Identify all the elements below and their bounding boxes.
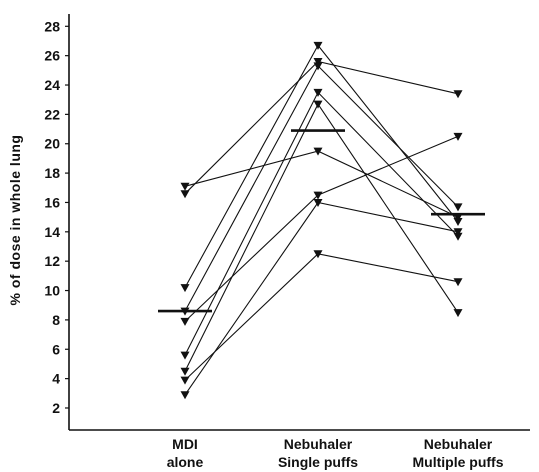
data-point-marker [453, 309, 463, 318]
data-point-marker [453, 232, 463, 241]
data-point-marker [180, 190, 190, 199]
y-tick-label: 24 [44, 77, 60, 93]
x-category-labels: MDI alone Nebuhaler Single puffs Nebuhaler Mu… [167, 436, 504, 470]
data-point-marker [453, 203, 463, 212]
data-point-marker [453, 132, 463, 141]
data-point-marker [453, 218, 463, 226]
y-tick-label: 22 [44, 106, 60, 122]
data-point-marker [180, 284, 190, 293]
data-point-marker [313, 41, 323, 50]
y-tick-label: 20 [44, 136, 60, 152]
series-line [184, 135, 459, 322]
x-category-label-line2: Single puffs [278, 454, 358, 470]
series-line [184, 253, 459, 381]
series-line [184, 103, 459, 372]
data-point-marker [180, 182, 190, 191]
x-category-label-line1: Nebuhaler [424, 436, 493, 452]
y-tick-label: 8 [52, 312, 60, 328]
y-tick-label: 6 [52, 341, 60, 357]
y-tick-label: 18 [44, 165, 60, 181]
y-tick-label: 2 [52, 400, 60, 416]
series-lines [184, 44, 459, 396]
data-point-marker [180, 391, 190, 400]
data-point-marker [180, 317, 190, 326]
data-point-marker [313, 199, 323, 207]
data-point-marker [313, 88, 323, 97]
series-line [184, 201, 459, 396]
data-point-marker [453, 278, 463, 287]
data-point-marker [180, 307, 190, 316]
data-point-marker [313, 62, 323, 71]
y-tick-label: 26 [44, 48, 60, 64]
data-point-marker [453, 228, 463, 237]
y-axis-label: % of dose in whole lung [7, 135, 23, 306]
y-tick-label: 14 [44, 224, 60, 240]
data-point-marker [313, 191, 323, 200]
data-point-marker [313, 250, 323, 259]
y-tick-label: 28 [44, 18, 60, 34]
x-category-label-line2: alone [167, 454, 204, 470]
x-category-label-line1: MDI [172, 436, 198, 452]
y-tick-label: 16 [44, 194, 60, 210]
x-category-label-line2: Multiple puffs [413, 454, 504, 470]
data-point-marker [313, 58, 323, 66]
data-point-marker [180, 376, 190, 385]
data-point-marker [313, 100, 323, 109]
data-markers [180, 41, 463, 400]
y-tick-label: 10 [44, 283, 60, 299]
data-point-marker [180, 367, 190, 376]
axes [68, 14, 530, 431]
mean-bars [158, 129, 485, 313]
data-point-marker [453, 213, 463, 222]
y-tick-label: 12 [44, 253, 60, 269]
series-line [184, 150, 459, 218]
series-line [184, 60, 459, 195]
y-tick-label: 4 [52, 371, 60, 387]
data-point-marker [180, 351, 190, 360]
data-point-marker [453, 90, 463, 99]
data-point-marker [313, 147, 323, 156]
x-category-label-line1: Nebuhaler [284, 436, 353, 452]
